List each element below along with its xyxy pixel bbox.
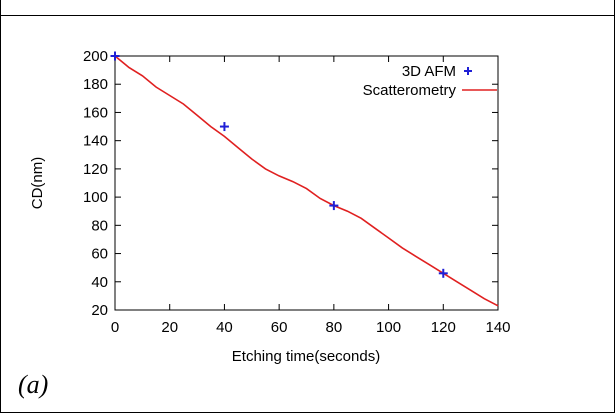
legend-label-scatterometry: Scatterometry bbox=[363, 82, 457, 99]
x-tick-label: 0 bbox=[111, 319, 119, 336]
plot-area bbox=[114, 55, 499, 311]
afm-data-point bbox=[329, 201, 339, 211]
y-tick-label: 180 bbox=[83, 76, 108, 93]
x-tick-label: 80 bbox=[326, 319, 343, 336]
afm-data-point bbox=[438, 268, 448, 278]
y-tick-label: 200 bbox=[83, 48, 108, 65]
legend: 3D AFM Scatterometry bbox=[363, 63, 497, 99]
x-tick-label: 20 bbox=[161, 319, 178, 336]
y-tick-label: 60 bbox=[91, 246, 108, 263]
legend-label-3d-afm: 3D AFM bbox=[402, 63, 456, 80]
x-tick-label: 60 bbox=[271, 319, 288, 336]
afm-data-point bbox=[110, 51, 120, 61]
panel-label: (a) bbox=[18, 370, 49, 399]
y-tick-label: 120 bbox=[83, 161, 108, 178]
x-tick-label: 120 bbox=[431, 319, 456, 336]
y-tick-label: 100 bbox=[83, 189, 108, 206]
y-tick-label: 140 bbox=[83, 133, 108, 150]
y-tick-label: 160 bbox=[83, 104, 108, 121]
afm-data-point bbox=[219, 122, 229, 132]
y-axis-label: CD(nm) bbox=[29, 157, 46, 210]
x-tick-label: 140 bbox=[485, 319, 510, 336]
y-tick-label: 40 bbox=[91, 274, 108, 291]
x-tick-label: 100 bbox=[376, 319, 401, 336]
legend-marker-3d-afm bbox=[464, 67, 472, 75]
y-tick-label: 20 bbox=[91, 302, 108, 319]
y-tick-label: 80 bbox=[91, 217, 108, 234]
x-axis-label: Etching time(seconds) bbox=[232, 348, 380, 365]
scatterometry-line bbox=[114, 55, 499, 307]
x-tick-label: 40 bbox=[216, 319, 233, 336]
